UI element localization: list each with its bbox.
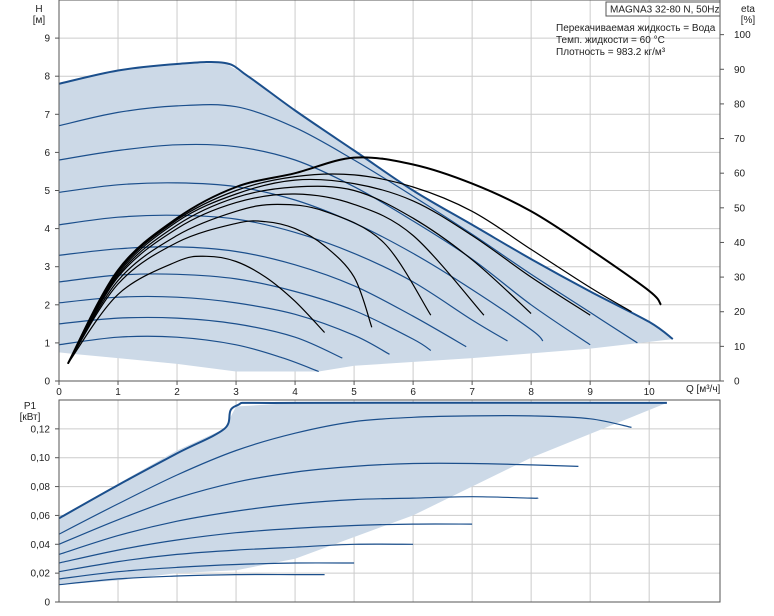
head-curve <box>58 104 638 344</box>
info-line-density: Плотность = 983.2 кг/м³ <box>556 47 666 58</box>
y-tick-label: 0 <box>44 377 50 388</box>
power-y-tick-label: 0,12 <box>31 424 51 435</box>
y2-tick-label: 10 <box>734 342 746 353</box>
efficiency-curve <box>67 156 662 365</box>
y2-tick-label: 40 <box>734 238 746 249</box>
y2-tick-label: 80 <box>734 99 746 110</box>
efficiency-curve <box>67 185 532 364</box>
y2-tick-label: 90 <box>734 65 746 76</box>
x-tick-label: 2 <box>174 387 180 398</box>
x-tick-label: 4 <box>292 387 298 398</box>
title-box-frame <box>605 1 721 17</box>
y-tick-label: 3 <box>44 262 50 273</box>
efficiency-curve <box>67 193 485 364</box>
power-curve <box>58 543 414 573</box>
y2-axis-unit: [%] <box>741 15 756 26</box>
power-curve <box>58 496 539 555</box>
y2-tick-label: 0 <box>734 377 740 388</box>
power-curve <box>58 523 473 564</box>
head-curve <box>58 60 674 340</box>
x-tick-label: 8 <box>528 387 534 398</box>
power-curve <box>58 462 579 545</box>
y-tick-label: 6 <box>44 148 50 159</box>
power-y-tick-label: 0,02 <box>31 569 51 580</box>
x-tick-label: 6 <box>410 387 416 398</box>
info-line-temperature: Темп. жидкости = 60 °C <box>556 35 665 46</box>
y-tick-label: 5 <box>44 186 50 197</box>
title-box: MAGNA3 32-80 N, 50Hz <box>605 1 721 17</box>
power-plot: 0 0,02 0,04 0,06 0,08 0,10 0,12 P1[кВт] <box>20 399 721 609</box>
efficiency-curve <box>67 178 591 364</box>
y2-tick-label: 50 <box>734 203 746 214</box>
efficiency-curve <box>67 255 326 365</box>
head-curve <box>58 273 432 352</box>
bottom-plot-frame <box>58 399 721 603</box>
y-tick-label: 4 <box>44 224 50 235</box>
power-curve <box>58 573 325 586</box>
head-curve <box>58 214 508 342</box>
head-curve <box>58 295 390 355</box>
y-axis-label: H <box>35 4 42 15</box>
power-y-tick-label: 0,10 <box>31 453 51 464</box>
power-envelope-area <box>59 402 667 585</box>
y2-tick-label: 100 <box>734 30 751 41</box>
power-axis-label: P1 <box>24 401 37 412</box>
x-tick-label: 1 <box>115 387 121 398</box>
x-tick-label: 9 <box>587 387 593 398</box>
y-tick-label: 7 <box>44 110 50 121</box>
power-y-tick-label: 0,08 <box>31 482 51 493</box>
head-efficiency-plot: 0 1 2 3 4 5 6 7 8 9 100123456789010203040506070809… <box>33 0 756 398</box>
y2-tick-label: 30 <box>734 273 746 284</box>
x-tick-label: 5 <box>351 387 357 398</box>
x-axis-label: Q [м³/ч] <box>686 384 721 395</box>
y2-axis-label: eta <box>741 4 755 15</box>
operating-envelope-area <box>59 62 673 372</box>
y-tick-label: 1 <box>44 338 50 349</box>
power-y-tick-label: 0,04 <box>31 540 51 551</box>
chart-title: MAGNA3 32-80 N, 50Hz <box>610 5 720 16</box>
x-tick-label: 10 <box>644 387 656 398</box>
efficiency-curve <box>67 220 373 365</box>
power-y-tick-label: 0 <box>44 598 50 609</box>
power-y-tick-label: 0,06 <box>31 511 51 522</box>
y-tick-label: 9 <box>44 34 50 45</box>
power-axis-unit: [кВт] <box>20 412 41 423</box>
power-curve <box>58 562 355 580</box>
info-line-fluid: Перекачиваемая жидкость = Вода <box>556 23 716 34</box>
efficiency-curve <box>67 203 432 365</box>
head-curve <box>58 335 319 373</box>
x-tick-label: 7 <box>469 387 475 398</box>
y-tick-label: 8 <box>44 72 50 83</box>
power-curve <box>58 415 632 535</box>
y2-tick-label: 20 <box>734 307 746 318</box>
x-tick-label: 0 <box>56 387 62 398</box>
power-curve <box>58 401 667 520</box>
efficiency-curve <box>67 173 632 364</box>
head-curve <box>58 143 591 346</box>
y-axis-unit: [м] <box>33 15 46 26</box>
y-tick-label: 2 <box>44 300 50 311</box>
y2-tick-label: 70 <box>734 134 746 145</box>
head-curve <box>58 316 343 359</box>
y2-tick-label: 60 <box>734 169 746 180</box>
head-curve <box>58 246 467 348</box>
x-tick-label: 3 <box>233 387 239 398</box>
